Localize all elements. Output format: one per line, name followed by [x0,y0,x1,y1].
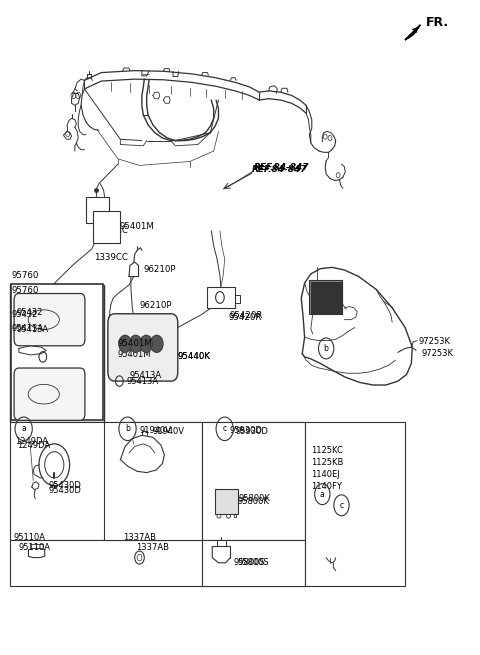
Bar [311,282,342,313]
Text: 96210P: 96210P [144,265,176,274]
Text: 95432: 95432 [16,308,43,317]
Bar [11,284,103,421]
Text: 97253K: 97253K [418,337,450,346]
Text: 1337AB: 1337AB [123,533,156,542]
Text: 95930D: 95930D [235,427,268,436]
Text: b: b [125,424,130,434]
Text: 1249DA: 1249DA [17,441,50,450]
Text: c: c [339,501,344,510]
Text: 95413A: 95413A [126,377,158,386]
Text: 1140FY: 1140FY [311,481,342,491]
Text: 95432: 95432 [11,310,37,319]
Text: 95420R: 95420R [228,313,262,322]
Text: 91940V: 91940V [140,426,171,434]
Text: 95430D: 95430D [48,486,82,495]
FancyBboxPatch shape [14,293,85,346]
Bar [207,287,235,308]
Bar [10,422,305,540]
Text: 95401M: 95401M [120,221,154,231]
Text: 1339CC: 1339CC [94,225,128,234]
Text: 1249DA: 1249DA [15,437,48,446]
Text: REF.84-847: REF.84-847 [253,163,309,172]
Text: c: c [223,424,227,434]
Text: 97253K: 97253K [422,349,454,358]
Bar [202,422,305,540]
Text: FR.: FR. [426,16,449,29]
Text: a: a [320,490,324,498]
Text: 1125KC: 1125KC [311,447,343,455]
Bar [10,285,104,422]
Text: 95110A: 95110A [13,533,46,542]
Bar [215,489,238,514]
Circle shape [140,335,153,352]
Circle shape [130,335,142,352]
Text: 95930D: 95930D [229,426,263,434]
Text: 95800S: 95800S [234,557,265,567]
Bar [310,280,342,314]
Text: b: b [324,344,329,353]
Bar [10,540,305,586]
Polygon shape [405,25,420,40]
Text: 95430D: 95430D [48,481,82,490]
Text: 95110A: 95110A [18,543,50,552]
Text: a: a [21,424,26,434]
Text: 1339CC: 1339CC [94,253,128,262]
Text: 1125KB: 1125KB [311,458,343,467]
Bar [86,196,109,223]
Text: 95760: 95760 [11,286,38,295]
Text: 95413A: 95413A [16,325,48,334]
Text: 95401M: 95401M [118,350,152,360]
Text: 95413A: 95413A [11,324,43,333]
Text: 95413A: 95413A [130,371,162,380]
Text: REF.84-847: REF.84-847 [252,165,308,174]
Bar [202,540,305,586]
Text: 95401M: 95401M [118,339,153,348]
Bar [305,422,405,586]
Circle shape [119,335,132,352]
Text: 1140EJ: 1140EJ [311,470,339,479]
FancyBboxPatch shape [14,368,85,421]
Circle shape [151,335,163,352]
Bar [104,422,202,540]
Text: 95760: 95760 [11,271,38,280]
FancyBboxPatch shape [108,314,178,381]
Text: 91940V: 91940V [153,427,185,436]
Text: 95800K: 95800K [238,497,269,506]
Text: 95800K: 95800K [238,494,270,503]
Text: 1337AB: 1337AB [136,543,169,552]
Polygon shape [405,27,419,40]
Text: 96210P: 96210P [140,301,172,310]
Bar [93,211,120,242]
Text: 95440K: 95440K [178,352,211,362]
Text: 95800S: 95800S [238,557,269,567]
Text: 95420R: 95420R [229,311,263,320]
Text: 95440K: 95440K [178,352,211,362]
